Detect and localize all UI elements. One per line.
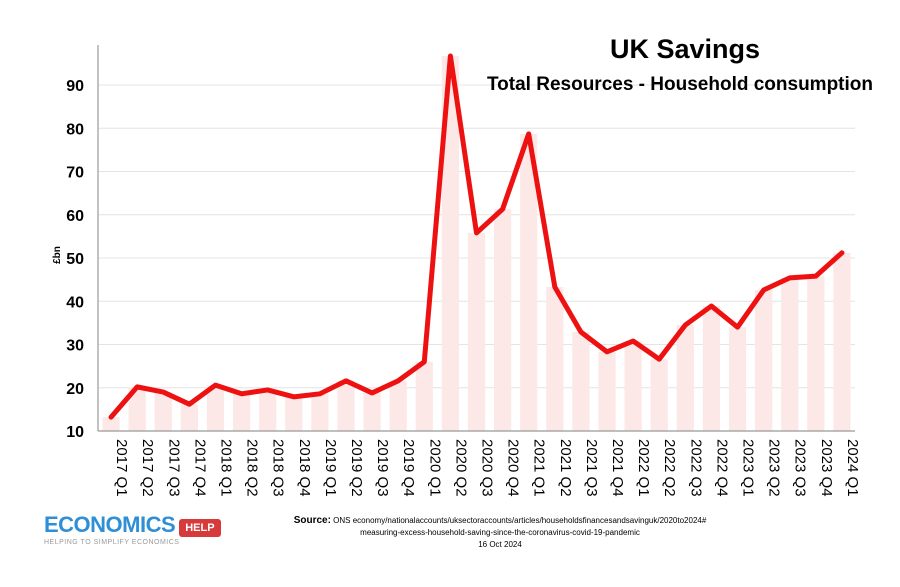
x-tick-label: 2021 Q1 — [531, 439, 548, 497]
bar — [467, 232, 486, 431]
x-tick-label: 2018 Q1 — [217, 439, 234, 497]
y-tick-label: 40 — [66, 294, 84, 311]
chart-subtitle: Total Resources - Household consumption — [486, 74, 873, 95]
source-date: 16 Oct 2024 — [478, 540, 522, 549]
x-tick-label: 2020 Q3 — [479, 439, 496, 497]
bar — [232, 393, 251, 431]
x-tick-label: 2017 Q1 — [113, 439, 130, 497]
logo-text: ECONOMICS — [44, 512, 176, 537]
x-tick-label: 2023 Q4 — [818, 439, 835, 497]
bar — [650, 359, 668, 431]
bar — [546, 286, 564, 431]
bar — [676, 325, 694, 431]
bar — [285, 396, 303, 431]
x-tick-label: 2023 Q3 — [792, 439, 809, 497]
x-tick-label: 2024 Q1 — [844, 439, 861, 497]
bar — [128, 386, 146, 431]
x-tick-label: 2023 Q1 — [740, 439, 757, 497]
bar — [781, 277, 799, 431]
bar — [154, 392, 172, 431]
x-tick-label: 2021 Q4 — [609, 439, 626, 497]
source-label: Source: — [293, 515, 331, 526]
y-axis-label: £bn — [52, 246, 63, 264]
x-tick-label: 2019 Q1 — [322, 439, 339, 497]
source-line1: ONS economy/nationalaccounts/uksectoracc… — [333, 516, 707, 525]
bar — [311, 393, 329, 431]
x-tick-label: 2017 Q3 — [165, 439, 182, 497]
bar — [180, 404, 198, 431]
logo-tagline: HELPING TO SIMPLIFY ECONOMICS — [44, 539, 180, 546]
x-tick-label: 2020 Q1 — [426, 439, 443, 497]
y-tick-label: 90 — [66, 78, 84, 95]
bar — [807, 276, 825, 431]
bar — [389, 380, 407, 431]
bar — [572, 331, 590, 431]
economics-help-logo: ECONOMICS HELP HELPING TO SIMPLIFY ECONOM… — [44, 512, 221, 546]
bar — [598, 351, 616, 431]
y-tick-label: 80 — [66, 121, 84, 138]
y-tick-label: 70 — [66, 165, 84, 182]
bar — [833, 252, 851, 431]
chart-title: UK Savings — [609, 34, 761, 64]
y-tick-label: 30 — [66, 338, 84, 355]
x-tick-label: 2019 Q3 — [374, 439, 391, 497]
x-tick-label: 2018 Q2 — [244, 439, 261, 497]
x-tick-label: 2017 Q2 — [139, 439, 156, 497]
bar — [259, 389, 277, 431]
bar — [493, 209, 512, 431]
source-line2: measuring-excess-household-saving-since-… — [360, 528, 640, 537]
y-tick-label: 10 — [66, 424, 84, 441]
y-tick-label: 60 — [66, 208, 84, 225]
x-tick-label: 2022 Q1 — [635, 439, 652, 497]
x-tick-label: 2019 Q4 — [400, 439, 417, 497]
x-tick-label: 2023 Q2 — [766, 439, 783, 497]
logo-badge: HELP — [179, 518, 221, 537]
x-tick-label: 2022 Q4 — [713, 439, 730, 497]
bar — [206, 385, 225, 431]
x-tick-label: 2021 Q2 — [557, 439, 574, 497]
bar — [624, 341, 642, 431]
x-tick-label: 2018 Q3 — [270, 439, 287, 497]
x-tick-label: 2017 Q4 — [191, 439, 208, 497]
bar — [337, 380, 355, 431]
bar — [415, 361, 433, 431]
bar — [102, 417, 120, 431]
x-tick-label: 2022 Q3 — [687, 439, 704, 497]
y-tick-label: 20 — [66, 381, 84, 398]
y-tick-label: 50 — [66, 251, 84, 268]
x-tick-label: 2020 Q4 — [505, 439, 522, 497]
bar — [363, 392, 381, 431]
bar — [728, 327, 747, 431]
x-tick-label: 2018 Q4 — [296, 439, 313, 497]
bar — [441, 56, 460, 432]
x-tick-label: 2020 Q2 — [452, 439, 469, 497]
bar — [520, 133, 538, 431]
x-tick-label: 2022 Q2 — [661, 439, 678, 497]
x-tick-label: 2021 Q3 — [583, 439, 600, 497]
x-tick-label: 2019 Q2 — [348, 439, 365, 497]
bar — [755, 290, 773, 431]
source-note: Source: ONS economy/nationalaccounts/uks… — [250, 515, 750, 551]
bar — [702, 306, 721, 431]
